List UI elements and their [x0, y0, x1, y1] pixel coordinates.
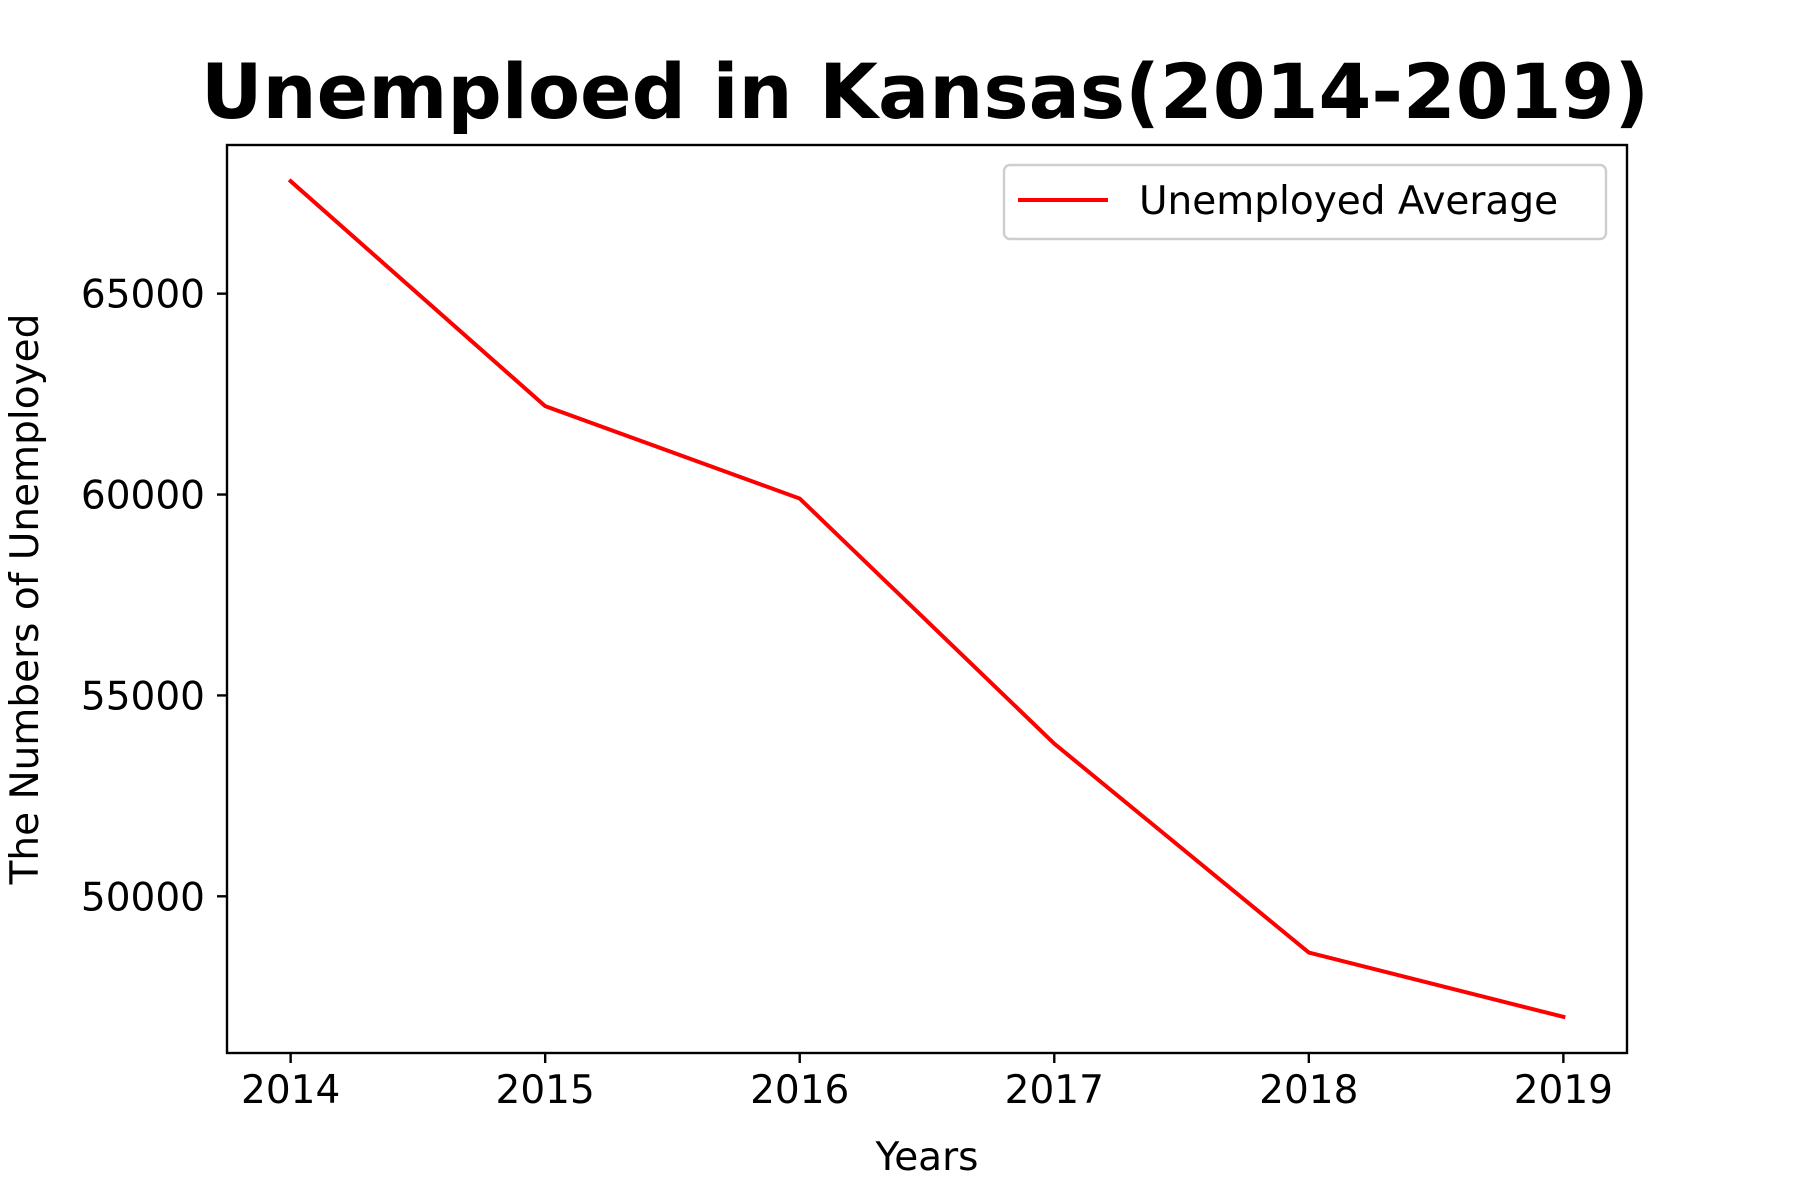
x-tick-label: 2016: [750, 1068, 849, 1113]
y-tick-label: 55000: [81, 674, 205, 719]
y-axis-ticks: 50000 55000 60000 65000: [81, 273, 227, 920]
x-tick-label: 2018: [1259, 1068, 1358, 1113]
y-axis-label: The Numbers of Unemployed: [3, 314, 48, 886]
y-tick-label: 60000: [81, 474, 205, 519]
series-line-0: [287, 178, 1566, 1020]
y-tick-label: 50000: [81, 875, 205, 920]
plot-frame: [225, 143, 1629, 1055]
y-tick-label: 65000: [81, 273, 205, 318]
series-layer: [287, 178, 1566, 1020]
x-axis-ticks: 2014 2015 2016 2017 2018 2019: [241, 1053, 1613, 1113]
plot-area: [225, 143, 1629, 1055]
x-tick-label: 2014: [241, 1068, 340, 1113]
legend-frame: [1002, 163, 1608, 241]
x-tick-label: 2015: [496, 1068, 595, 1113]
chart-title: Unemploed in Kansas(2014-2019): [201, 47, 1649, 136]
x-axis-label: Years: [875, 1135, 979, 1180]
x-tick-label: 2019: [1514, 1068, 1613, 1113]
legend-label: Unemployed Average: [1139, 179, 1558, 224]
legend: Unemployed Average: [1002, 163, 1608, 241]
x-tick-label: 2017: [1005, 1068, 1104, 1113]
